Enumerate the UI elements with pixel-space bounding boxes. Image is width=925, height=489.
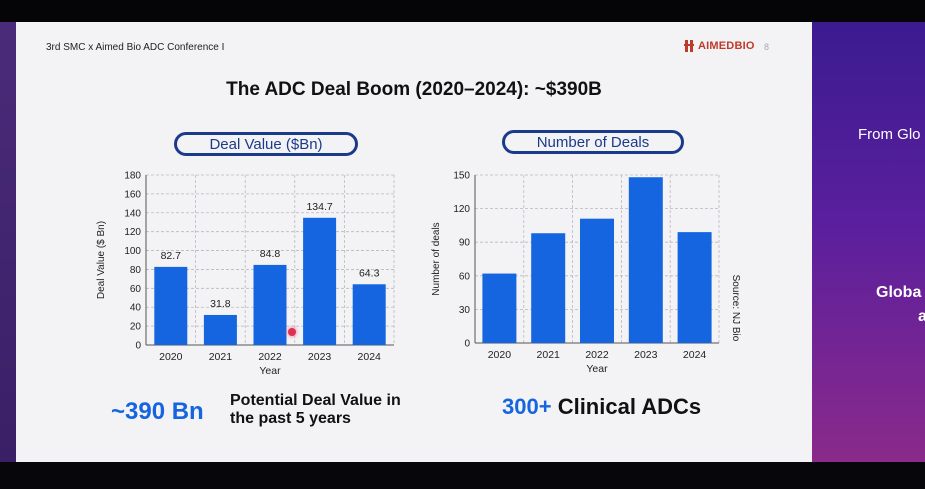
deal-value-y-axis-label: Deal Value ($ Bn) <box>96 221 107 299</box>
num-deals-bar-2021 <box>531 233 566 343</box>
deal-value-x-axis-label: Year <box>259 365 281 377</box>
num-deals-xtick-label: 2023 <box>634 349 658 361</box>
screen-top-band <box>0 0 925 22</box>
deal-value-ytick-label: 0 <box>135 341 141 352</box>
deal-value-bar-2022 <box>253 264 287 345</box>
num-deals-bar-2023 <box>628 177 663 343</box>
next-slide-text-1: From Glo <box>858 126 921 143</box>
clinical-adcs-value: 300+ <box>502 394 552 419</box>
previous-slide-strip <box>0 22 16 462</box>
num-deals-ytick-label: 60 <box>459 271 471 282</box>
deal-value-bar-2021 <box>203 314 237 345</box>
num-deals-xtick-label: 2022 <box>585 349 609 361</box>
num-deals-bar-2024 <box>677 232 712 343</box>
num-deals-ytick-label: 150 <box>453 171 470 182</box>
num-deals-bar-2022 <box>580 218 614 343</box>
laser-pointer-dot <box>288 328 296 336</box>
deal-value-bar-2023 <box>303 217 337 345</box>
deal-value-xtick-label: 2021 <box>209 351 233 363</box>
deal-value-ytick-label: 180 <box>124 171 141 182</box>
num-deals-ytick-label: 120 <box>453 204 470 215</box>
slide: 3rd SMC x Aimed Bio ADC Conference I AIM… <box>16 22 812 462</box>
num-deals-xtick-label: 2021 <box>537 349 561 361</box>
next-slide-text-3: a <box>918 308 925 325</box>
num-deals-bar-2020 <box>482 273 517 343</box>
brand-logo: AIMEDBIO <box>684 40 755 52</box>
next-slide-panel: From Glo Globa a <box>812 22 925 462</box>
deal-value-data-label: 31.8 <box>210 298 231 310</box>
num-deals-source-note: Source: NJ Bio <box>730 275 741 342</box>
num-deals-x-axis-label: Year <box>586 363 608 375</box>
num-deals-xtick-label: 2024 <box>683 349 707 361</box>
deal-value-ytick-label: 60 <box>130 284 142 295</box>
deal-value-data-label: 84.8 <box>260 248 281 260</box>
deal-value-ytick-label: 100 <box>124 246 141 257</box>
deal-value-ytick-label: 140 <box>124 208 141 219</box>
num-deals-ytick-label: 30 <box>459 305 471 316</box>
deal-value-ytick-label: 120 <box>124 227 141 238</box>
deal-value-data-label: 134.7 <box>306 201 332 213</box>
deal-value-bar-2020 <box>154 266 188 345</box>
next-slide-text-2: Globa <box>876 284 922 301</box>
num-deals-ytick-label: 0 <box>464 339 470 350</box>
clinical-adcs-stat: 300+ Clinical ADCs <box>502 394 701 420</box>
chart-title-deal-value: Deal Value ($Bn) <box>174 132 358 156</box>
clinical-adcs-label: Clinical ADCs <box>557 394 702 419</box>
deal-value-xtick-label: 2022 <box>258 351 282 363</box>
chart-title-number-of-deals: Number of Deals <box>502 130 684 154</box>
deal-value-ytick-label: 160 <box>124 189 141 200</box>
deal-value-bar-2024 <box>352 284 386 345</box>
deal-value-ytick-label: 20 <box>130 322 142 333</box>
deal-value-description: Potential Deal Value in the past 5 years <box>230 392 401 427</box>
slide-title: The ADC Deal Boom (2020–2024): ~$390B <box>226 79 602 100</box>
logo-icon <box>684 40 694 52</box>
conference-label: 3rd SMC x Aimed Bio ADC Conference I <box>46 42 225 53</box>
charts-canvas: 0 20 40 60 80 100 120 140 160 180 2020 82.7 2021 31.8… <box>96 171 741 378</box>
num-deals-xtick-label: 2020 <box>488 349 512 361</box>
page-number: 8 <box>764 42 770 52</box>
logo-text: AIMEDBIO <box>698 40 755 52</box>
deal-value-xtick-label: 2024 <box>358 351 382 363</box>
deal-value-stat: ~390 Bn <box>111 398 204 425</box>
deal-value-data-label: 64.3 <box>359 267 380 279</box>
deal-value-xtick-label: 2020 <box>159 351 183 363</box>
deal-value-data-label: 82.7 <box>161 250 182 262</box>
deal-value-ytick-label: 80 <box>130 265 142 276</box>
screen-bottom-band <box>0 462 925 489</box>
deal-value-ytick-label: 40 <box>130 303 142 314</box>
num-deals-y-axis-label: Number of deals <box>431 222 442 295</box>
deal-value-xtick-label: 2023 <box>308 351 332 363</box>
num-deals-ytick-label: 90 <box>459 238 471 249</box>
